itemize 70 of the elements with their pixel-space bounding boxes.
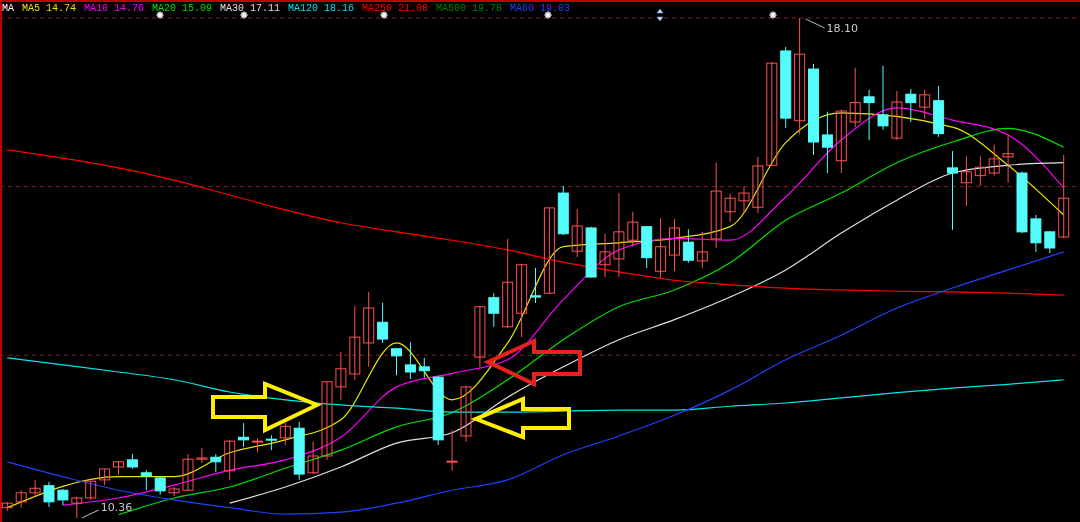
legend-label: MA500 19.78 [436, 3, 503, 14]
text: MA30 17.11 [220, 3, 281, 14]
candlestick [960, 155, 972, 207]
candlestick [29, 479, 41, 498]
candlestick [488, 292, 500, 328]
candlestick [724, 193, 736, 223]
candlestick [863, 89, 875, 141]
candlestick [710, 162, 722, 249]
candlestick [988, 144, 1000, 177]
candlestick [696, 231, 708, 269]
candlestick [877, 65, 889, 131]
candlestick [891, 90, 903, 141]
text: MA60 19.03 [510, 3, 571, 14]
candlestick [516, 263, 528, 338]
text: MA5 14.74 [22, 3, 77, 14]
candlestick [168, 486, 180, 497]
candlestick [905, 88, 917, 123]
candlestick [140, 469, 152, 491]
candlestick [530, 267, 541, 304]
candlestick [599, 233, 611, 278]
text: MA120 18.16 [288, 3, 355, 14]
candlestick [210, 453, 222, 473]
candlestick [1044, 230, 1056, 254]
candlestick [613, 192, 625, 278]
candlestick [377, 302, 389, 344]
candlestick [543, 206, 555, 295]
candlestick [363, 291, 375, 368]
candlestick [794, 17, 806, 135]
candlestick [627, 211, 639, 248]
candlestick [321, 380, 333, 461]
candlestick [655, 217, 667, 279]
candlestick [446, 429, 458, 472]
candlestick [947, 150, 958, 231]
candlestick [349, 305, 361, 381]
candlestick [224, 439, 236, 481]
candlestick [1002, 133, 1014, 184]
candlestick [974, 155, 986, 187]
candlestick [71, 496, 83, 519]
candlestick [682, 228, 694, 264]
candlestick [669, 218, 680, 272]
annotation: 10.36 [100, 501, 133, 514]
candlestick [418, 357, 430, 379]
candlestick [196, 447, 208, 464]
candlestick [182, 453, 194, 492]
candlestick [404, 341, 416, 380]
text: MA20 15.09 [152, 3, 213, 14]
candlestick [752, 156, 764, 214]
candlestick [279, 422, 291, 446]
candlestick [835, 109, 847, 174]
annotation: 18.10 [826, 22, 859, 35]
candlestick [502, 238, 514, 329]
candlestick [849, 67, 861, 128]
candlestick [335, 351, 347, 401]
candlestick [391, 347, 402, 376]
text: MA10 14.76 [84, 3, 145, 14]
candlestick [821, 111, 833, 174]
candlestick [571, 208, 583, 258]
candlestick [474, 305, 486, 368]
legend-title: MA [2, 3, 15, 14]
candlestick [919, 89, 931, 120]
candlestick [154, 475, 166, 496]
candlestick [766, 61, 778, 167]
candlestick [1030, 214, 1042, 253]
candlestick [460, 385, 472, 443]
candlestick [85, 480, 97, 501]
candlestick [738, 186, 750, 214]
candlestick [43, 481, 55, 508]
candlestick [307, 441, 319, 475]
text: MA250 21.08 [362, 3, 429, 14]
candlestick [1058, 154, 1070, 239]
